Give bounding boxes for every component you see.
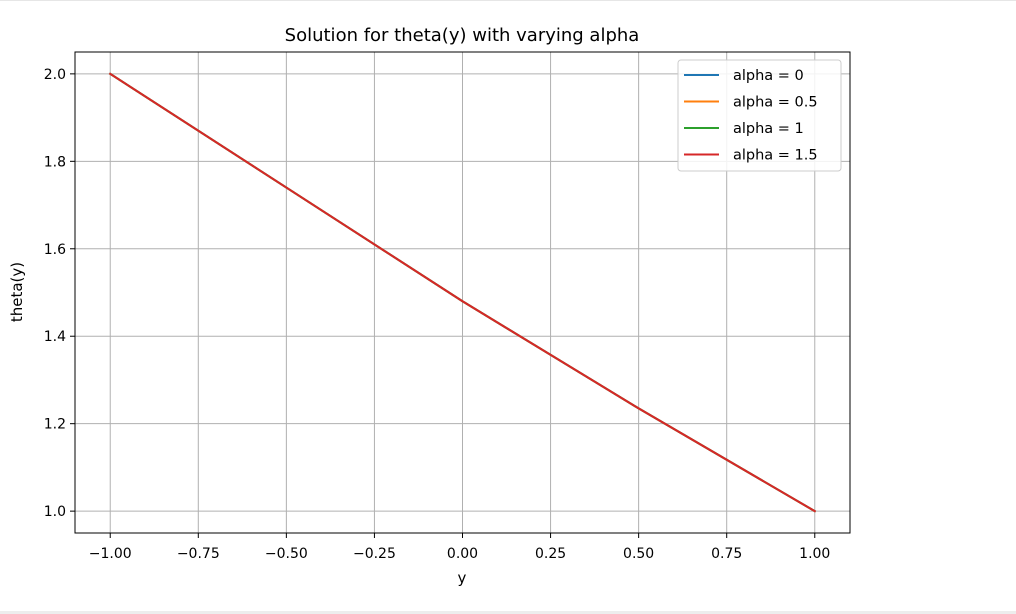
series-line-3 (108, 72, 817, 513)
legend: alpha = 0 alpha = 0.5 alpha = 1 alpha = 1.5 (677, 59, 842, 172)
series-lines (108, 72, 817, 513)
x-tick-label: 0.25 (535, 546, 566, 562)
y-tick-label: 1.4 (44, 329, 66, 345)
legend-label-1: alpha = 0.5 (733, 95, 818, 111)
grid-lines (75, 52, 850, 533)
x-axis-ticks: −1.00 −0.75 −0.50 −0.25 0.00 0.25 0.50 0.75 1.00 (89, 533, 830, 562)
y-axis-label: theta(y) (8, 262, 26, 322)
x-tick-label: 0.00 (447, 546, 478, 562)
x-tick-label: −0.75 (177, 546, 220, 562)
x-tick-label: 1.00 (799, 546, 830, 562)
chart-title: Solution for theta(y) with varying alpha (285, 25, 640, 46)
x-tick-label: 0.75 (711, 546, 742, 562)
x-tick-label: −0.50 (265, 546, 308, 562)
legend-label-0: alpha = 0 (733, 68, 804, 84)
y-tick-label: 1.2 (44, 417, 66, 433)
legend-label-2: alpha = 1 (733, 121, 804, 137)
x-axis-label: y (458, 569, 467, 587)
y-tick-label: 1.0 (44, 504, 66, 520)
y-axis-ticks: 1.0 1.2 1.4 1.6 1.8 2.0 (44, 67, 75, 520)
y-tick-label: 2.0 (44, 67, 66, 83)
y-tick-label: 1.6 (44, 242, 66, 258)
y-tick-label: 1.8 (44, 154, 66, 170)
x-tick-label: 0.50 (623, 546, 654, 562)
legend-label-3: alpha = 1.5 (733, 148, 818, 164)
legend-box (677, 59, 842, 172)
x-tick-label: −1.00 (89, 546, 132, 562)
x-tick-label: −0.25 (353, 546, 396, 562)
top-border (0, 0, 1016, 1)
bottom-border (0, 611, 1016, 614)
